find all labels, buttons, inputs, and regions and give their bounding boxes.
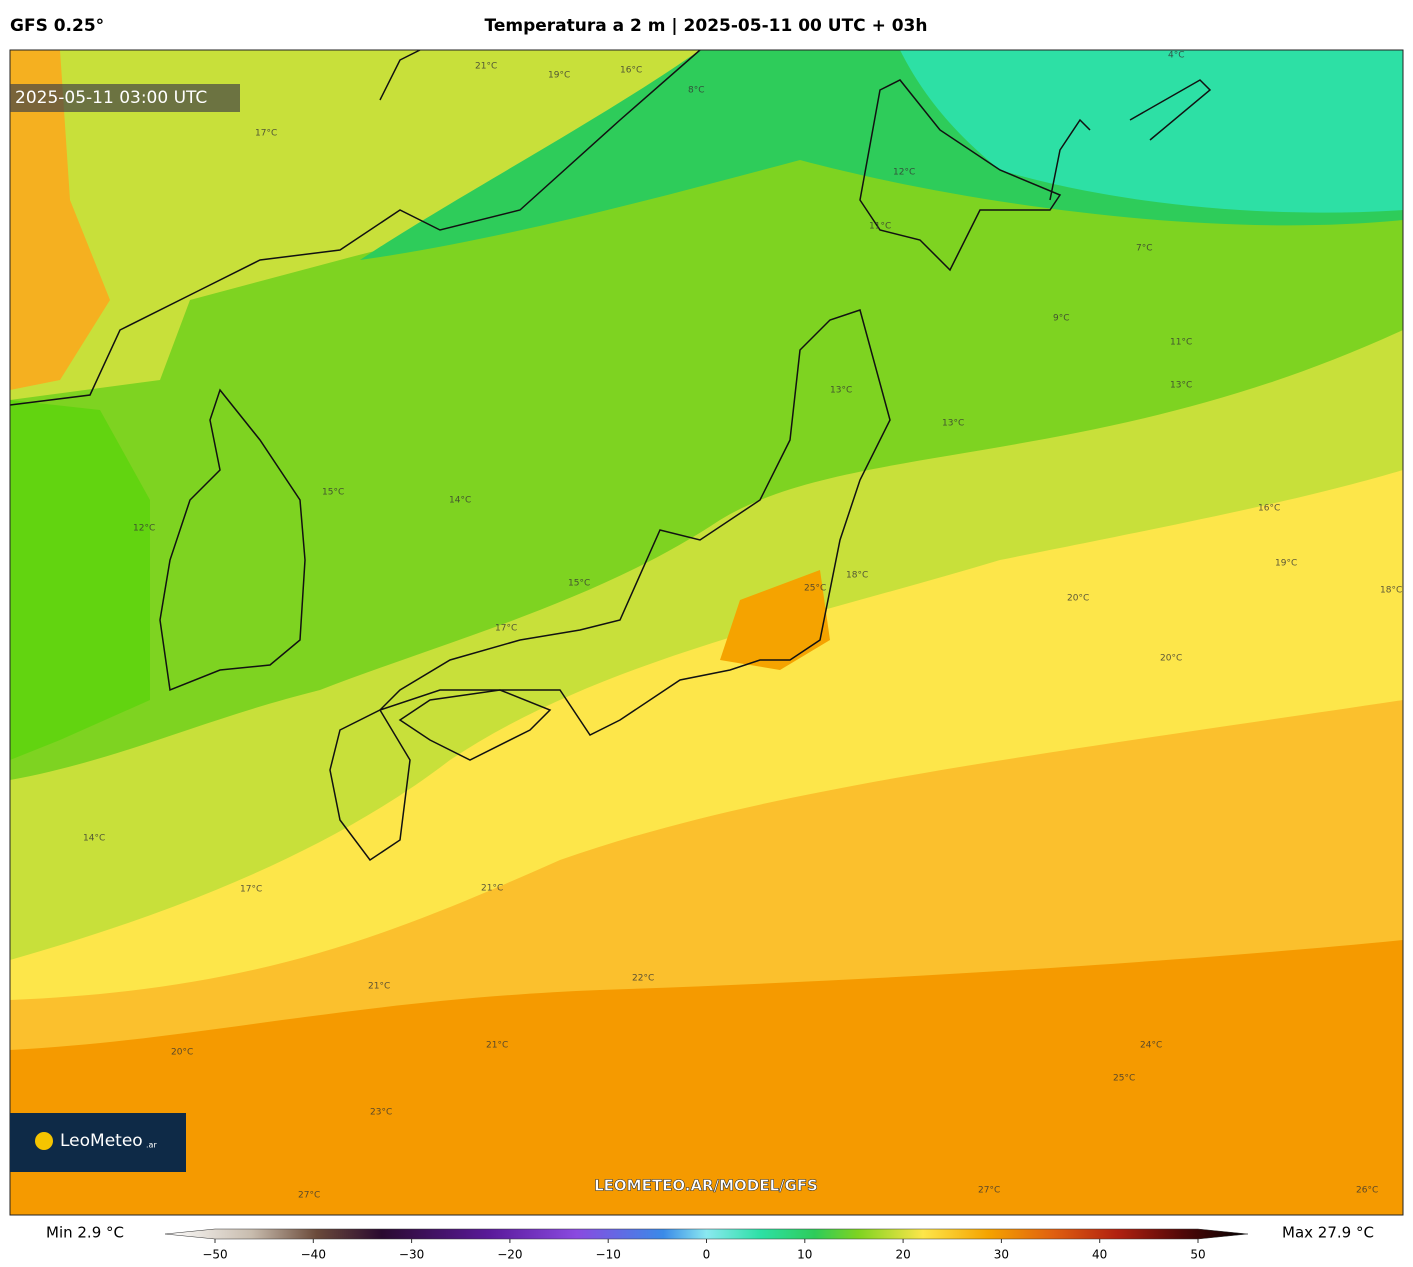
- colorbar-min: Min 2.9 °C: [46, 1224, 124, 1242]
- contour-label: 25°C: [1113, 1074, 1135, 1084]
- contour-label: 15°C: [568, 579, 590, 589]
- contour-label: 22°C: [632, 974, 654, 984]
- contour-label: 14°C: [449, 496, 471, 506]
- colorbar-tick-label: −50: [202, 1248, 227, 1262]
- contour-label: 17°C: [255, 129, 277, 139]
- contour-label: 18°C: [846, 571, 868, 581]
- contour-label: 18°C: [1380, 586, 1402, 596]
- colorbar: [164, 1228, 1249, 1240]
- model-name: GFS 0.25°: [10, 16, 104, 36]
- colorbar-max: Max 27.9 °C: [1282, 1224, 1374, 1242]
- colorbar-tick-label: 20: [895, 1248, 910, 1262]
- contour-label: 19°C: [1275, 559, 1297, 569]
- contour-label: 4°C: [1168, 51, 1185, 61]
- contour-label: 12°C: [133, 524, 155, 534]
- contour-label: 20°C: [171, 1048, 193, 1058]
- watermark: LEOMETEO.AR/MODEL/GFS: [594, 1177, 818, 1195]
- contour-label: 16°C: [620, 66, 642, 76]
- contour-label: 13°C: [830, 386, 852, 396]
- logo-sun: [35, 1132, 53, 1150]
- contour-label: 21°C: [486, 1041, 508, 1051]
- contour-label: 17°C: [495, 624, 517, 634]
- contour-label: 11°C: [1170, 338, 1192, 348]
- contour-label: 26°C: [1356, 1186, 1378, 1196]
- colorbar-tick-label: 10: [797, 1248, 812, 1262]
- colorbar-tick-label: −40: [301, 1248, 326, 1262]
- logo-suffix: .ar: [146, 1141, 157, 1150]
- contour-label: 21°C: [475, 62, 497, 72]
- contour-label: 19°C: [548, 71, 570, 81]
- contour-label: 27°C: [298, 1191, 320, 1201]
- contour-label: 13°C: [942, 419, 964, 429]
- colorbar-tick-label: −10: [596, 1248, 621, 1262]
- timestamp-box: [10, 84, 240, 112]
- contour-label: 25°C: [804, 584, 826, 594]
- contour-label: 24°C: [1140, 1041, 1162, 1051]
- contour-label: 21°C: [368, 982, 390, 992]
- colorbar-tick-label: 40: [1092, 1248, 1107, 1262]
- contour-label: 14°C: [83, 834, 105, 844]
- contour-label: 11°C: [869, 222, 891, 232]
- colorbar-tick-label: −20: [497, 1248, 522, 1262]
- map-field: [10, 50, 1403, 1215]
- contour-label: 13°C: [1170, 381, 1192, 391]
- contour-label: 17°C: [240, 885, 262, 895]
- contour-label: 20°C: [1067, 594, 1089, 604]
- contour-label: 21°C: [481, 884, 503, 894]
- logo-name: LeoMeteo: [60, 1131, 143, 1151]
- colorbar-tick-label: 0: [703, 1248, 711, 1262]
- contour-label: 8°C: [688, 86, 705, 96]
- timestamp: 2025-05-11 03:00 UTC: [15, 88, 207, 108]
- map-title: Temperatura a 2 m | 2025-05-11 00 UTC + …: [485, 16, 928, 36]
- contour-label: 7°C: [1136, 244, 1153, 254]
- colorbar-tick-label: 30: [994, 1248, 1009, 1262]
- map-frame: [9, 49, 1404, 1216]
- contour-label: 20°C: [1160, 654, 1182, 664]
- contour-label: 9°C: [1053, 314, 1070, 324]
- contour-label: 15°C: [322, 488, 344, 498]
- contour-label: 12°C: [893, 168, 915, 178]
- contour-label: 16°C: [1258, 504, 1280, 514]
- colorbar-tick-label: 50: [1190, 1248, 1205, 1262]
- contour-label: 27°C: [978, 1186, 1000, 1196]
- contour-label: 23°C: [370, 1108, 392, 1118]
- colorbar-tick-label: −30: [399, 1248, 424, 1262]
